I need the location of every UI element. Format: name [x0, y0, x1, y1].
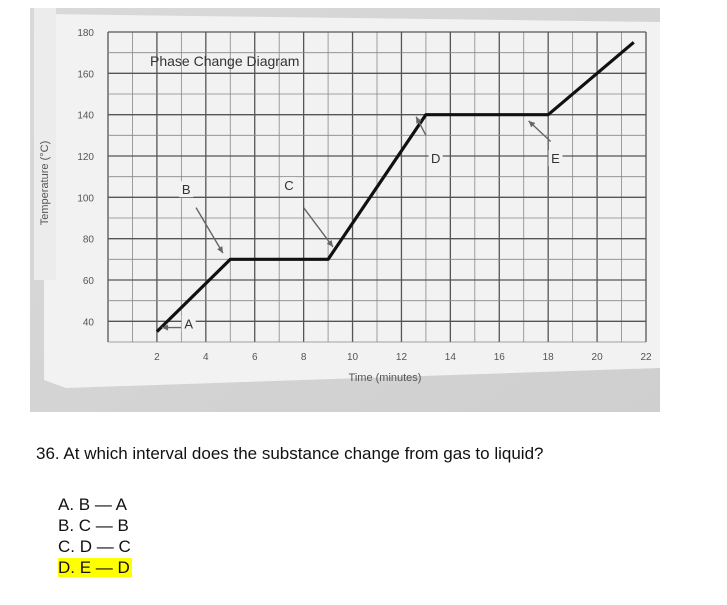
y-tick-label: 120 — [77, 152, 94, 163]
y-tick-label: 160 — [77, 69, 94, 80]
question-text: 36. At which interval does the substance… — [36, 444, 544, 463]
choice-c-letter: C. — [58, 537, 75, 556]
choice-c-text: D — C — [79, 537, 131, 556]
choice-a-letter: A. — [58, 495, 75, 514]
x-tick-label: 18 — [543, 352, 555, 363]
choice-a-text: B — A — [78, 495, 127, 514]
annotation-label-bg — [548, 150, 563, 167]
ylabel-strip — [34, 8, 56, 280]
annotation-label-bg — [428, 150, 443, 167]
y-tick-label: 40 — [83, 317, 95, 328]
choice-b-letter: B. — [58, 516, 75, 535]
choice-b-text: C — B — [78, 516, 129, 535]
chart-title: Phase Change Diagram — [150, 53, 299, 69]
y-tick-label: 80 — [83, 235, 95, 246]
choice-a[interactable]: A. B — A — [58, 494, 132, 515]
annotation-arrow — [303, 207, 334, 248]
y-tick-label: 140 — [77, 111, 94, 122]
x-tick-label: 4 — [203, 352, 209, 363]
annotation-label-bg — [179, 181, 194, 198]
annotation-label-bg — [281, 177, 296, 194]
choice-d-highlight: D. E — D — [58, 558, 132, 577]
annotation-arrowhead — [416, 116, 422, 124]
x-tick-label: 10 — [347, 352, 359, 363]
x-axis-label: Time (minutes) — [349, 372, 422, 384]
annotation-label: B — [182, 182, 191, 197]
choice-b[interactable]: B. C — B — [58, 515, 132, 536]
choice-c[interactable]: C. D — C — [58, 536, 132, 557]
annotation-label: E — [551, 151, 560, 166]
x-tick-label: 22 — [640, 352, 652, 363]
annotation-label-bg — [181, 315, 196, 332]
y-tick-label: 60 — [83, 276, 95, 287]
annotation-arrowhead — [161, 324, 169, 331]
answer-choices: A. B — A B. C — B C. D — C D. E — D — [58, 494, 132, 578]
choice-d[interactable]: D. E — D — [58, 557, 132, 578]
x-tick-label: 2 — [154, 352, 160, 363]
y-axis-label: Temperature (°C) — [39, 141, 51, 225]
choice-d-text: E — D — [79, 558, 130, 577]
annotation-arrowhead — [326, 240, 333, 247]
y-tick-label: 180 — [77, 28, 94, 39]
annotation-arrowhead — [528, 120, 536, 128]
x-tick-label: 14 — [445, 352, 457, 363]
x-tick-label: 12 — [396, 352, 408, 363]
x-tick-label: 16 — [494, 352, 506, 363]
x-tick-label: 6 — [252, 352, 258, 363]
annotation-label: C — [284, 178, 293, 193]
x-tick-label: 20 — [592, 352, 604, 363]
y-tick-label: 100 — [77, 193, 94, 204]
annotation-arrowhead — [217, 246, 223, 254]
annotation-arrow — [195, 207, 224, 254]
choice-d-letter: D. — [58, 558, 75, 577]
x-tick-label: 8 — [301, 352, 307, 363]
annotation-label: D — [431, 151, 440, 166]
heating-curve-line — [155, 41, 635, 333]
plot-area: 40 60 80 100 120 140 160 180 2 4 6 8 10 12 14 16 18 20 22 A… — [77, 28, 652, 363]
annotation-label: A — [184, 317, 193, 332]
